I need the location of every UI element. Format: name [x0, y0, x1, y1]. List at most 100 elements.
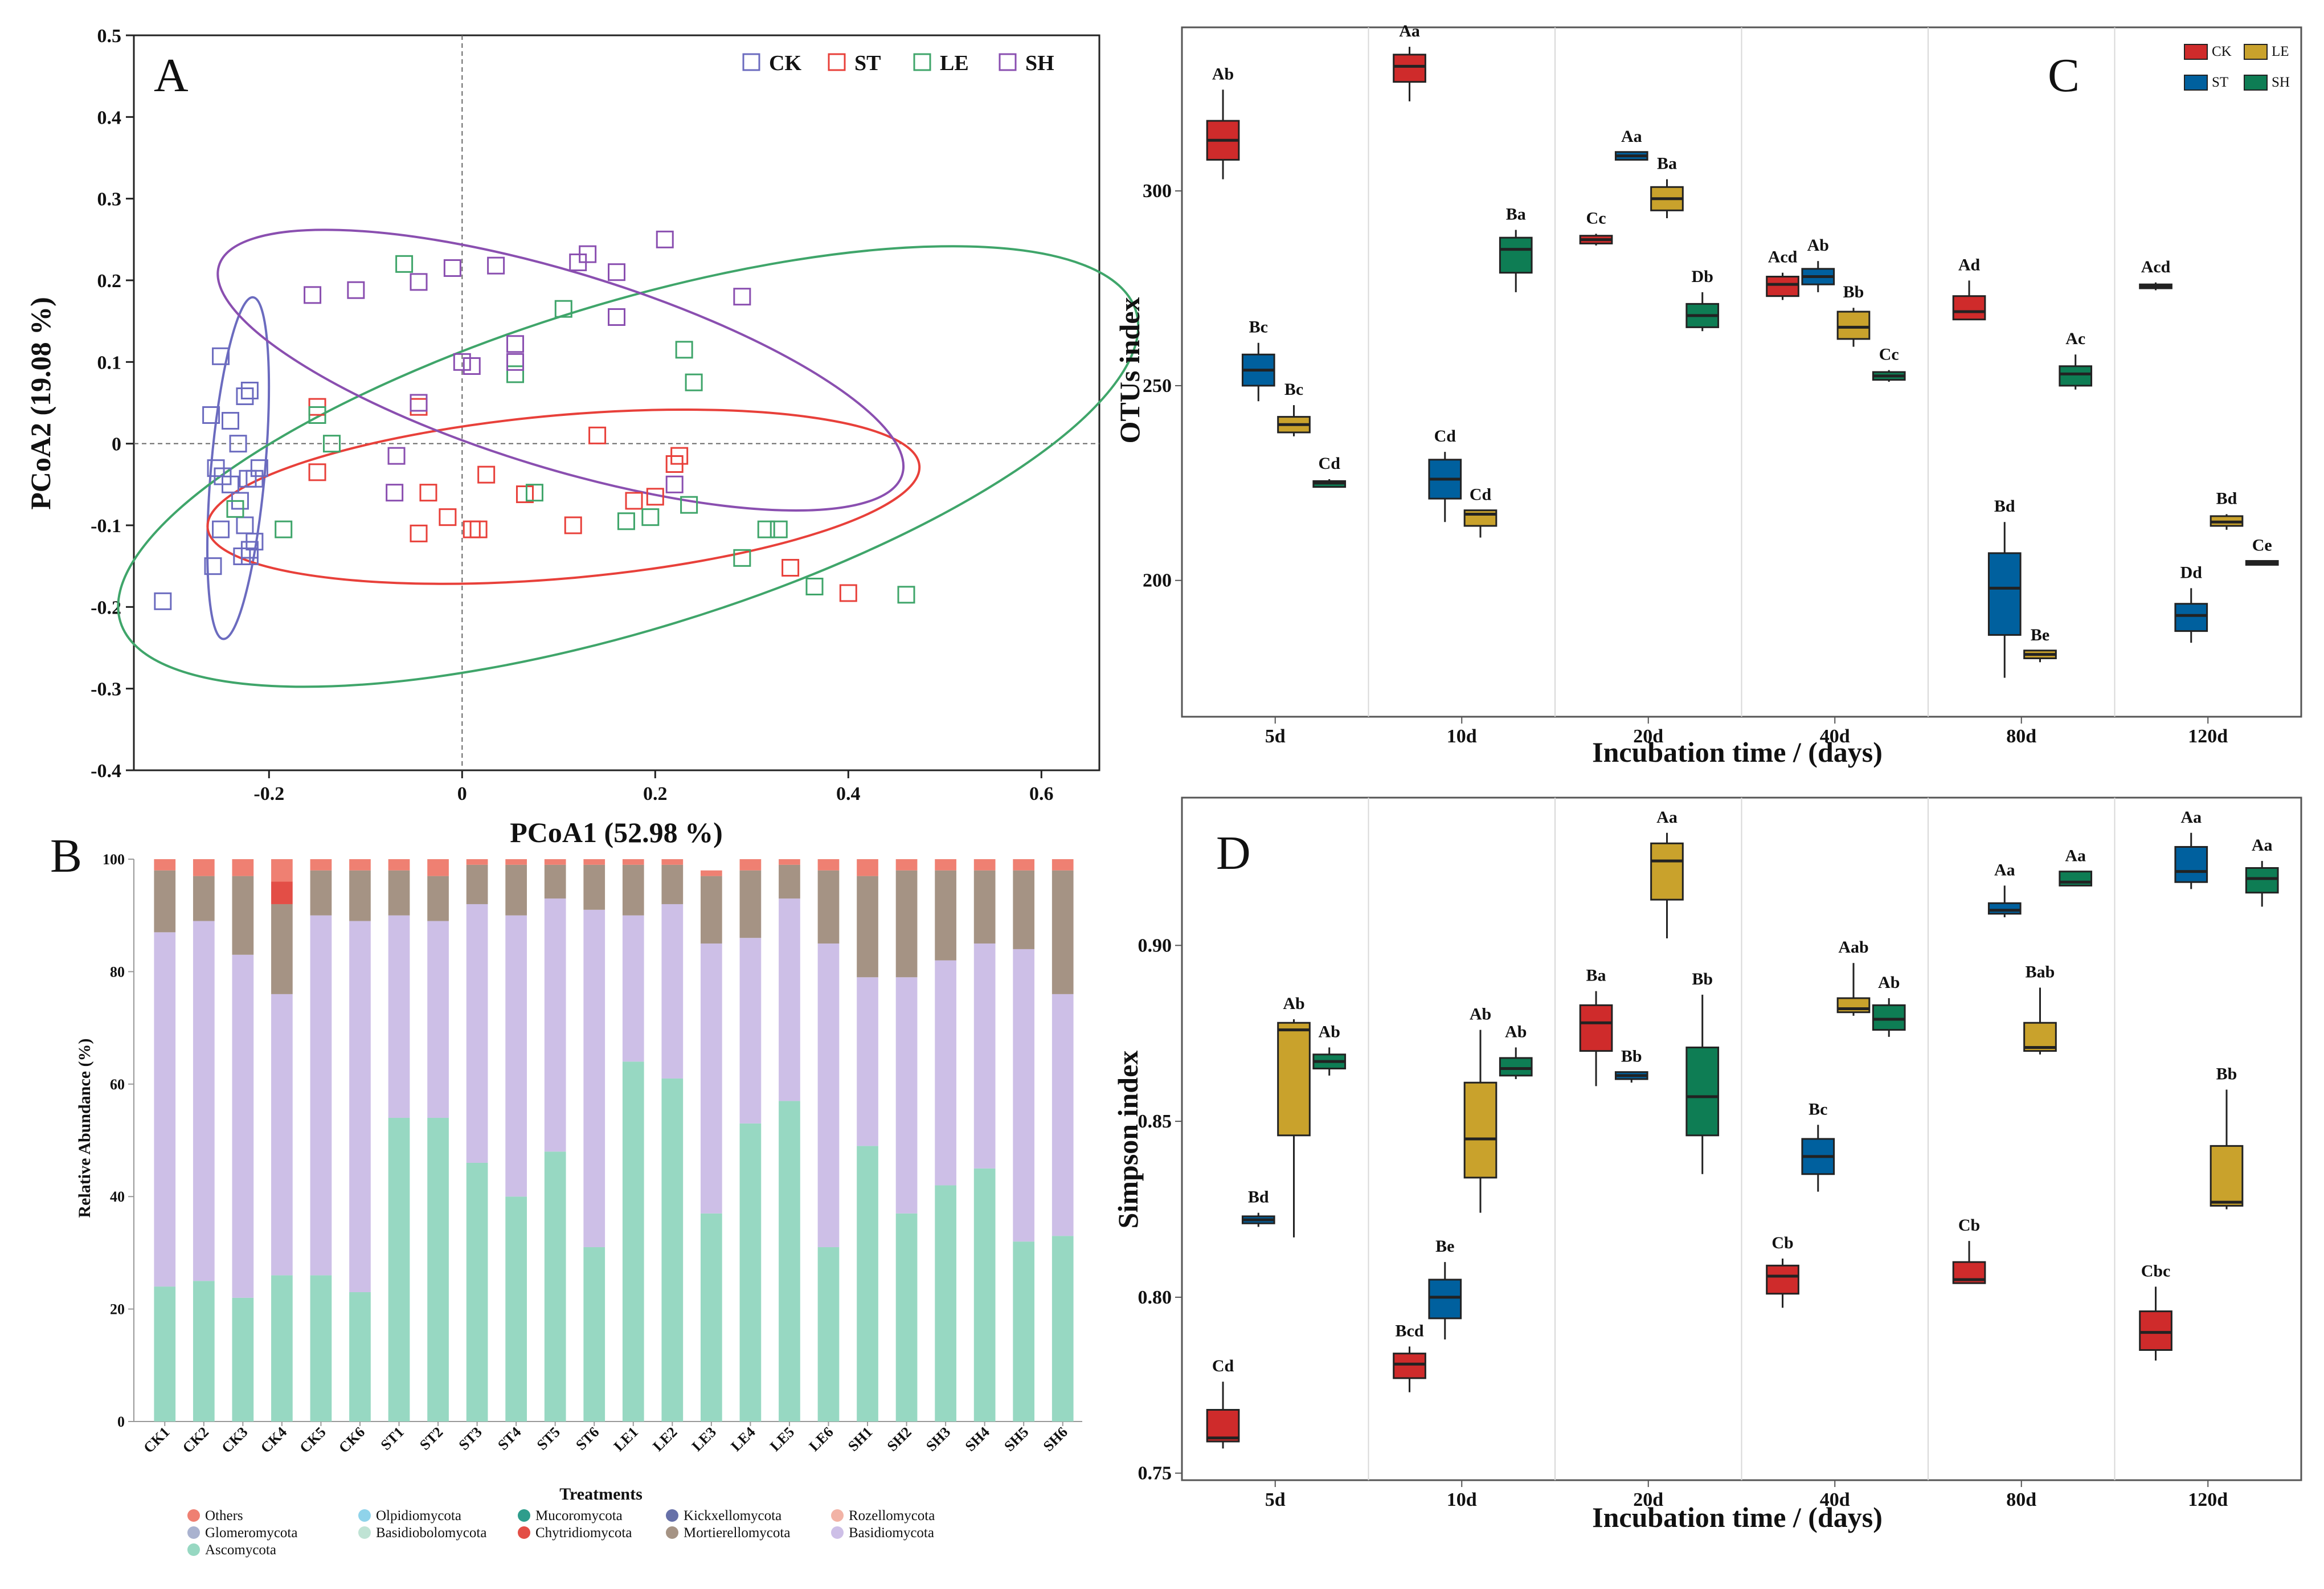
sig-label-5d-sh: Ab	[1319, 1022, 1340, 1041]
bar-sh4-others	[973, 859, 996, 871]
legend-dot-basidiobolomycota	[358, 1526, 371, 1539]
legend-dot-glomeromycota	[187, 1526, 200, 1539]
bar-sh1-ascomycota	[857, 1146, 878, 1421]
point-st	[564, 516, 582, 534]
sig-label-5d-le: Ab	[1283, 994, 1304, 1013]
bar-le4-mortierellomycota	[739, 870, 762, 938]
point-ck	[246, 469, 264, 488]
sig-label-80d-st: Aa	[1994, 860, 2015, 879]
panel-d-simpson-boxplot: D Incubation time / (days) Simpson index…	[1112, 796, 2302, 1533]
point-le	[680, 496, 698, 514]
legend-label-ck: CK	[2212, 44, 2232, 59]
point-le	[770, 520, 788, 538]
bar-ck4-basidiomycota	[271, 994, 293, 1276]
x-tick-label: 0.2	[643, 783, 668, 804]
legend-marker-st	[828, 53, 846, 71]
bar-le1-basidiomycota	[622, 915, 644, 1062]
point-ck	[222, 475, 239, 493]
bar-st4-others	[505, 859, 527, 865]
sig-label-5d-st: Bd	[1248, 1188, 1269, 1207]
sig-label-10d-st: Cd	[1434, 427, 1456, 446]
panel-c-legend: CK LE ST SH	[2184, 44, 2290, 91]
sig-label-40d-le: Aab	[1838, 938, 1868, 957]
sig-label-10d-sh: Ab	[1505, 1022, 1527, 1041]
bar-le3-others	[701, 870, 722, 876]
legend-label-kickxellomycota: Kickxellomycota	[684, 1508, 782, 1523]
y-tick-label: -0.4	[91, 761, 121, 782]
legend-dot-olpidiomycota	[358, 1509, 371, 1522]
bar-ck2-ascomycota	[193, 1281, 215, 1421]
point-sh	[387, 447, 406, 465]
x-tick-label-120d: 120d	[2188, 726, 2228, 747]
point-st	[646, 488, 664, 506]
bar-st6-mortierellomycota	[583, 864, 605, 910]
box-120d-ck	[2139, 1310, 2172, 1351]
bar-ck4-ascomycota	[271, 1275, 293, 1421]
bar-le2-ascomycota	[661, 1078, 684, 1421]
bar-sh3-ascomycota	[935, 1185, 956, 1421]
point-st	[839, 584, 857, 602]
box-120d-st	[2174, 603, 2208, 632]
box-10d-le	[1463, 1081, 1497, 1179]
box-10d-le	[1463, 509, 1497, 527]
panel-a-frame	[133, 34, 1100, 771]
box-120d-st	[2174, 845, 2208, 883]
x-tick-label-40d: 40d	[1820, 1489, 1850, 1510]
bar-sh6-others	[1051, 859, 1074, 871]
bar-ck1-mortierellomycota	[154, 870, 176, 933]
x-tick-label-10d: 10d	[1447, 1489, 1477, 1510]
bar-sh3-basidiomycota	[935, 960, 956, 1186]
x-tick-label-10d: 10d	[1447, 726, 1477, 747]
bar-le4-ascomycota	[739, 1123, 762, 1421]
sig-label-10d-le: Ab	[1470, 1005, 1491, 1024]
x-tick-label-ck5: CK5	[296, 1424, 329, 1456]
panel-b-letter: B	[50, 830, 82, 883]
bar-sh5-mortierellomycota	[1013, 870, 1035, 949]
panel-d-x-axis-title: Incubation time / (days)	[1592, 1501, 1883, 1533]
box-40d-ck	[1766, 1264, 1799, 1295]
sig-label-120d-sh: Aa	[2252, 836, 2273, 855]
sig-label-120d-le: Bd	[2216, 489, 2237, 508]
point-le	[757, 520, 775, 538]
sig-label-80d-ck: Cb	[1958, 1216, 1980, 1235]
sig-label-10d-ck: Bcd	[1396, 1321, 1424, 1340]
sig-label-40d-ck: Cb	[1771, 1233, 1793, 1252]
box-40d-sh	[1872, 1004, 1906, 1031]
sig-label-80d-le: Be	[2031, 626, 2049, 644]
y-tick-label: 100	[103, 851, 125, 868]
box-5d-ck	[1206, 1408, 1240, 1443]
point-st	[463, 520, 481, 538]
bar-sh4-mortierellomycota	[973, 870, 996, 944]
bar-st3-mortierellomycota	[466, 864, 488, 904]
ellipse-ck	[206, 296, 271, 640]
point-le	[275, 520, 293, 538]
y-tick-label: 0.85	[1138, 1111, 1172, 1132]
y-tick-label: 200	[1143, 570, 1172, 591]
bar-st4-ascomycota	[505, 1196, 527, 1421]
point-le	[226, 500, 244, 518]
bar-le2-mortierellomycota	[661, 864, 684, 904]
point-st	[419, 484, 437, 502]
legend-dot-ascomycota	[187, 1543, 200, 1556]
point-ck	[154, 592, 172, 610]
bar-st3-ascomycota	[466, 1162, 488, 1421]
sig-label-80d-sh: Ac	[2065, 329, 2085, 348]
panel-a-x-axis-title: PCoA1 (52.98 %)	[510, 816, 723, 848]
bar-ck6-ascomycota	[349, 1292, 371, 1421]
bar-sh5-basidiomycota	[1013, 949, 1035, 1242]
bar-le1-others	[622, 859, 644, 865]
x-tick-label-st2: ST2	[416, 1424, 446, 1453]
x-tick-label-120d: 120d	[2188, 1489, 2228, 1510]
legend-key-st	[2184, 75, 2208, 91]
legend-label-mortierellomycota: Mortierellomycota	[684, 1525, 790, 1541]
bar-le1-mortierellomycota	[622, 864, 644, 916]
point-st	[670, 447, 689, 465]
legend-label-st: ST	[2212, 75, 2228, 90]
sig-label-20d-ck: Ba	[1586, 966, 1606, 985]
bar-le2-basidiomycota	[661, 904, 684, 1079]
sig-label-20d-le: Ba	[1657, 154, 1677, 173]
point-ck	[250, 459, 268, 477]
point-le	[897, 586, 915, 604]
bar-st1-basidiomycota	[388, 915, 410, 1118]
